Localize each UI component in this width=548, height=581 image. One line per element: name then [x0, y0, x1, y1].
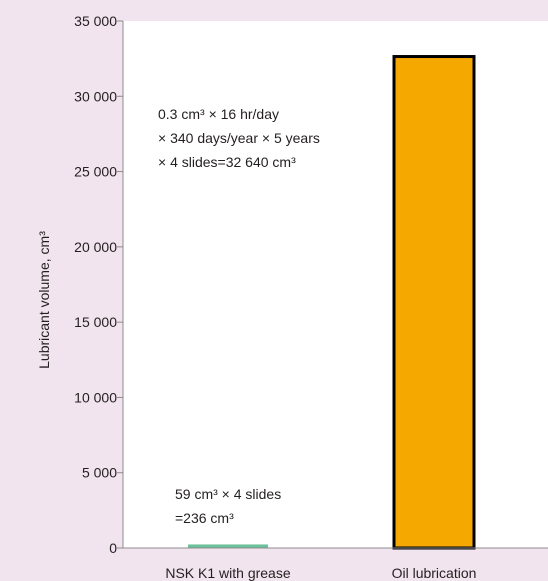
plot-area [123, 21, 548, 548]
y-tick-label-25000: 25 000 [74, 164, 117, 180]
y-axis-title: Lubricant volume, cm³ [36, 231, 52, 369]
annotation-1-line-1: 59 cm³ × 4 slides [175, 486, 281, 502]
bar-nsk-k1-with-grease [188, 544, 268, 548]
y-tick-label-10000: 10 000 [74, 389, 117, 405]
annotation-2-line-1: 0.3 cm³ × 16 hr/day [158, 106, 279, 122]
annotation-2-line-3: × 4 slides=32 640 cm³ [158, 154, 296, 170]
category-label-oil-lubrication: Oil lubrication [392, 565, 477, 581]
bar-oil-lubrication [392, 55, 476, 550]
y-tick-label-5000: 5 000 [82, 465, 117, 481]
y-tick-label-30000: 30 000 [74, 88, 117, 104]
y-tick-label-15000: 15 000 [74, 314, 117, 330]
annotation-1-line-2: =236 cm³ [175, 510, 234, 526]
y-tick-label-35000: 35 000 [74, 13, 117, 29]
y-tick-label-0: 0 [109, 540, 117, 556]
y-tick-label-20000: 20 000 [74, 239, 117, 255]
annotation-2-line-2: × 340 days/year × 5 years [158, 130, 320, 146]
category-label-nsk-k1-with-grease: NSK K1 with grease [165, 565, 290, 581]
